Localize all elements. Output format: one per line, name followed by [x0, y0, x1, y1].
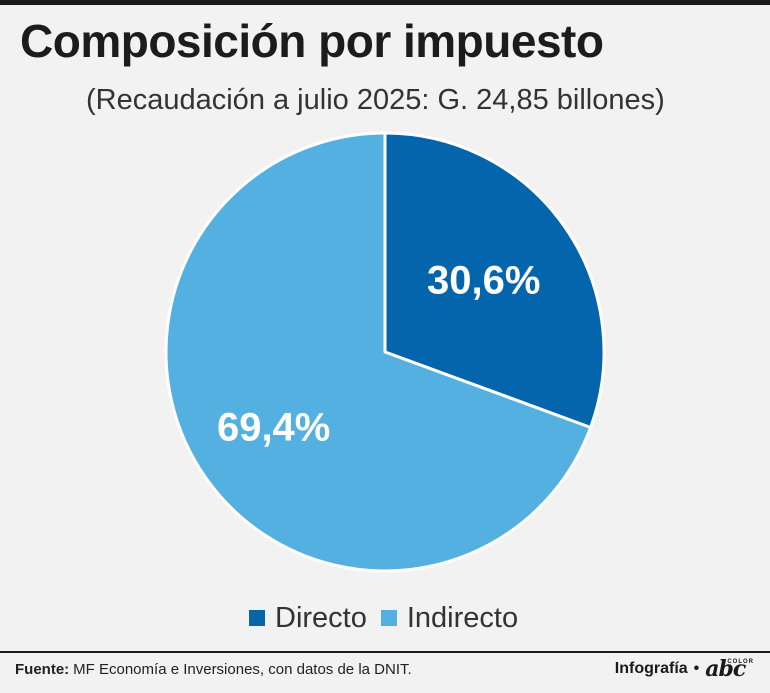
- legend-label-indirecto: Indirecto: [406, 601, 519, 634]
- credit-bullet: •: [693, 660, 700, 677]
- chart-title: Composición por impuesto: [20, 15, 604, 67]
- legend-item-indirecto: Indirecto: [380, 601, 519, 635]
- top-rule: [0, 0, 770, 5]
- pie-slice-directo: [383, 131, 606, 429]
- source-label: Fuente:: [15, 661, 70, 678]
- chart-subtitle: (Recaudación a julio 2025: G. 24,85 bill…: [86, 84, 665, 116]
- legend-swatch-directo: [249, 610, 265, 626]
- source-text: MF Economía e Inversiones, con datos de …: [73, 661, 412, 678]
- legend-label-directo: Directo: [275, 601, 367, 634]
- credit: Infografía • abc COLOR: [614, 656, 754, 682]
- source-note: Fuente: MF Economía e Inversiones, con da…: [15, 661, 412, 678]
- footer: Fuente: MF Economía e Inversiones, con da…: [0, 651, 770, 693]
- slice-label-directo: 30,6%: [427, 259, 540, 303]
- legend-item-directo: Directo: [249, 602, 367, 635]
- slice-label-indirecto: 69,4%: [217, 405, 330, 449]
- logo-sup: COLOR: [727, 659, 754, 665]
- chart-legend: Directo Indirecto: [249, 598, 532, 638]
- pie-chart: 30,6% 69,4%: [164, 131, 606, 573]
- footer-rule: [0, 651, 770, 653]
- abc-color-logo: abc COLOR: [705, 656, 754, 682]
- legend-swatch-indirecto: [380, 610, 397, 626]
- credit-text: Infografía: [614, 660, 688, 677]
- logo-text: abc: [705, 656, 746, 682]
- pie-slice-indirecto: [164, 131, 593, 573]
